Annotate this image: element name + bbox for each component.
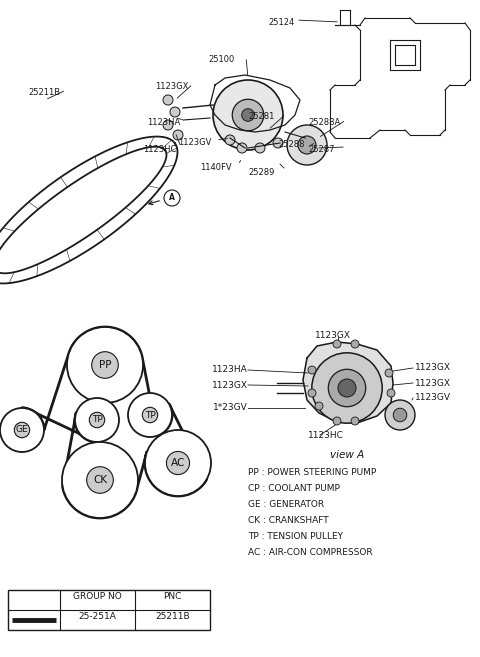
Text: PP: PP xyxy=(99,360,111,370)
Circle shape xyxy=(62,442,138,518)
Circle shape xyxy=(255,143,265,153)
Circle shape xyxy=(393,408,407,422)
Circle shape xyxy=(163,95,173,105)
Text: A: A xyxy=(169,194,175,202)
Circle shape xyxy=(308,389,316,397)
Text: 25281: 25281 xyxy=(248,112,275,121)
Circle shape xyxy=(167,451,190,474)
Text: 25211B: 25211B xyxy=(155,612,190,621)
Text: TP: TP xyxy=(92,415,102,424)
Text: PP : POWER STEERING PUMP: PP : POWER STEERING PUMP xyxy=(248,468,376,477)
Text: 1123HC: 1123HC xyxy=(143,145,176,154)
Circle shape xyxy=(387,389,395,397)
Bar xyxy=(8,590,210,630)
Polygon shape xyxy=(303,342,393,423)
Text: 1140FV: 1140FV xyxy=(200,163,232,172)
Text: 25100: 25100 xyxy=(208,55,234,64)
Circle shape xyxy=(75,398,119,442)
Text: 25288A: 25288A xyxy=(308,118,340,127)
Text: 1*23GV: 1*23GV xyxy=(213,403,248,413)
Circle shape xyxy=(232,99,264,131)
Circle shape xyxy=(287,125,327,165)
Text: 25288: 25288 xyxy=(278,140,304,149)
Text: TP: TP xyxy=(144,411,156,420)
Circle shape xyxy=(213,80,283,150)
Text: 1123GX: 1123GX xyxy=(415,378,451,388)
Circle shape xyxy=(173,130,183,140)
Circle shape xyxy=(170,107,180,117)
Circle shape xyxy=(312,353,382,423)
Circle shape xyxy=(0,408,44,452)
Text: CK : CRANKSHAFT: CK : CRANKSHAFT xyxy=(248,516,329,525)
Text: AC: AC xyxy=(171,458,185,468)
Text: CK: CK xyxy=(93,475,107,485)
Circle shape xyxy=(163,120,173,130)
Circle shape xyxy=(351,340,359,348)
Text: GROUP NO: GROUP NO xyxy=(73,592,122,601)
Text: GE : GENERATOR: GE : GENERATOR xyxy=(248,500,324,509)
Text: 1123GX: 1123GX xyxy=(212,380,248,390)
Circle shape xyxy=(385,400,415,430)
Circle shape xyxy=(92,351,118,378)
Text: AC : AIR-CON COMPRESSOR: AC : AIR-CON COMPRESSOR xyxy=(248,548,372,557)
Circle shape xyxy=(328,369,366,407)
Text: 25211B: 25211B xyxy=(28,88,60,97)
Text: 25289: 25289 xyxy=(248,168,275,177)
Circle shape xyxy=(87,466,113,493)
Circle shape xyxy=(237,143,247,153)
Circle shape xyxy=(67,327,143,403)
Text: 1123GV: 1123GV xyxy=(178,138,211,147)
Circle shape xyxy=(351,417,359,425)
Text: TP : TENSION PULLEY: TP : TENSION PULLEY xyxy=(248,532,343,541)
Text: 1123GV: 1123GV xyxy=(415,394,451,403)
Text: 1123HA: 1123HA xyxy=(212,365,248,374)
Circle shape xyxy=(225,135,235,145)
Circle shape xyxy=(89,413,105,428)
Circle shape xyxy=(242,108,254,122)
Text: 1123GX: 1123GX xyxy=(415,363,451,373)
Text: 25-251A: 25-251A xyxy=(79,612,117,621)
Text: 25287: 25287 xyxy=(308,145,335,154)
Text: CP : COOLANT PUMP: CP : COOLANT PUMP xyxy=(248,484,340,493)
Text: view A: view A xyxy=(330,450,364,460)
Circle shape xyxy=(128,393,172,437)
Circle shape xyxy=(142,407,158,422)
Circle shape xyxy=(338,379,356,397)
Text: GE: GE xyxy=(16,426,28,434)
Text: 1123HC: 1123HC xyxy=(308,430,344,440)
Circle shape xyxy=(273,138,283,148)
Text: 25124: 25124 xyxy=(268,18,294,27)
Circle shape xyxy=(145,430,211,496)
Circle shape xyxy=(14,422,30,438)
Text: PNC: PNC xyxy=(163,592,182,601)
Circle shape xyxy=(333,417,341,425)
Text: 1123HA: 1123HA xyxy=(147,118,180,127)
Circle shape xyxy=(385,369,393,377)
Text: 1123GX: 1123GX xyxy=(315,330,351,340)
Text: 1123GX: 1123GX xyxy=(155,82,188,91)
Circle shape xyxy=(315,402,323,410)
Circle shape xyxy=(308,366,316,374)
Circle shape xyxy=(333,340,341,348)
Circle shape xyxy=(298,136,316,154)
